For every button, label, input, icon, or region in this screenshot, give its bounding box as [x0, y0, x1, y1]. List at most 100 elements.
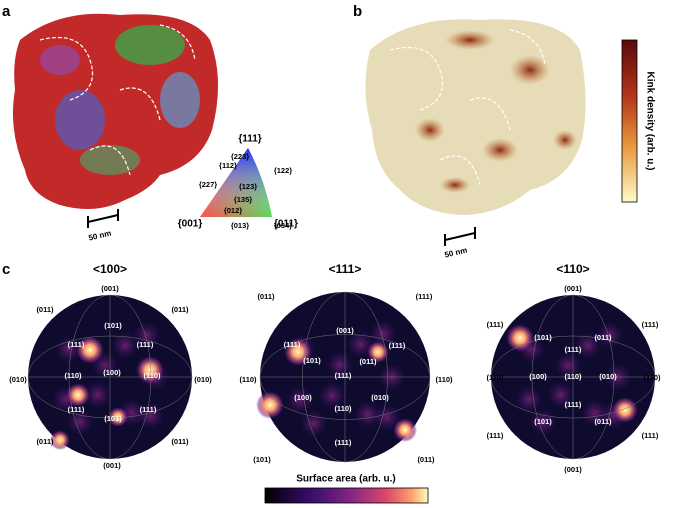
scale-label: 50 nm — [88, 229, 113, 243]
ipf-triangle — [200, 148, 272, 217]
pole-label: (011) — [594, 333, 612, 342]
pole-label: (001) — [564, 284, 582, 293]
pole-label: (111) — [137, 340, 154, 349]
scale-bar — [87, 209, 119, 228]
pole-label: (001) — [336, 326, 354, 335]
texture-patch — [65, 407, 94, 436]
texture-patch — [546, 380, 575, 409]
hot-spot — [506, 324, 534, 352]
pole-label: (010) — [9, 375, 27, 384]
hot-spot — [284, 338, 312, 366]
ipf-label: {123} — [239, 182, 257, 191]
texture-patch — [110, 331, 139, 360]
grid-line — [490, 335, 656, 419]
pole-label: (011) — [171, 437, 189, 446]
pole-label: (110) — [64, 371, 82, 380]
grid-line — [68, 294, 152, 460]
pole-label: (111) — [565, 345, 582, 354]
pole-label: (011) — [36, 305, 54, 314]
pole-label: (001) — [101, 284, 119, 293]
grid-line — [27, 335, 193, 419]
texture-patch — [373, 403, 402, 432]
pole-label: (010) — [371, 393, 389, 402]
texture-patch — [515, 385, 544, 414]
pole-label: (111) — [487, 320, 504, 329]
ipf-corner: {111} — [238, 134, 261, 145]
hot-spot — [612, 397, 638, 423]
pole-label: (100) — [103, 368, 121, 377]
pole-label: (101) — [104, 414, 122, 423]
pole-label: (101) — [253, 455, 271, 464]
pole-label: (011) — [36, 437, 54, 446]
hot-spot — [393, 418, 417, 442]
ipf-label: {227} — [199, 180, 217, 189]
texture-patch — [325, 351, 354, 380]
hot-spot — [50, 430, 70, 450]
pole-label: (111) — [416, 292, 433, 301]
pole-label: (110) — [239, 375, 257, 384]
ipf-corner: {001} — [178, 219, 203, 230]
colorbar — [264, 487, 429, 504]
pole-label: (111) — [642, 431, 659, 440]
ipf-label: {112} — [219, 161, 237, 170]
pole-label: (010) — [194, 375, 212, 384]
ipf-label: {135} — [234, 195, 252, 204]
pole-label: (111) — [642, 320, 659, 329]
texture-patch — [136, 401, 165, 430]
pole-label: (101) — [303, 356, 321, 365]
pole-label: (011) — [257, 292, 275, 301]
ipf-corner: {011} — [274, 219, 298, 230]
crystal-a — [12, 13, 219, 209]
colorbar-title: Surface area (arb. u.) — [296, 474, 395, 485]
grid-line — [259, 334, 431, 420]
panel-label: c — [2, 261, 10, 278]
texture-patch — [299, 409, 328, 438]
pole-label: (101) — [534, 333, 552, 342]
texture-patch — [285, 386, 314, 415]
pole-label: (111) — [565, 400, 582, 409]
colorbar-title: Kink density (arb. u.) — [644, 72, 655, 171]
pole-figure-title: <110> — [556, 262, 589, 276]
pole-label: (110) — [334, 404, 352, 413]
pole-label: (110) — [435, 375, 453, 384]
ipf-label: {012} — [224, 206, 242, 215]
hot-spot — [367, 341, 389, 363]
pole-label: (100) — [529, 372, 547, 381]
pole-label: (100) — [294, 393, 312, 402]
pole-label: (010) — [599, 372, 617, 381]
pole-label: (001) — [103, 461, 121, 470]
pole-label: (111) — [389, 341, 406, 350]
pole-label: (111) — [335, 371, 352, 380]
texture-patch — [573, 331, 602, 360]
texture-patch — [318, 381, 347, 410]
pole-label: (101) — [104, 321, 122, 330]
scale-bar — [444, 227, 476, 246]
pole-label: (011) — [417, 455, 435, 464]
panel-label: a — [2, 3, 11, 20]
pole-label: (111) — [284, 340, 301, 349]
scale-label: 50 nm — [444, 246, 469, 260]
hot-spot — [256, 391, 284, 419]
pole-label: (111) — [335, 438, 352, 447]
pole-label: (011) — [171, 305, 189, 314]
hot-spot — [76, 336, 104, 364]
crystal-b — [365, 19, 586, 215]
pole-label: (111) — [140, 405, 157, 414]
pole-label: (101) — [534, 417, 552, 426]
pole-label: (111) — [68, 405, 85, 414]
panel-label: b — [353, 3, 362, 20]
texture-patch — [83, 380, 112, 409]
pole-label: (011) — [594, 417, 612, 426]
pole-label: (110) — [643, 373, 661, 382]
texture-patch — [553, 351, 582, 380]
grid-line — [302, 291, 388, 463]
grid-line — [531, 294, 615, 460]
ipf-label: {034} — [274, 221, 292, 230]
pole-label: (011) — [359, 357, 377, 366]
ipf-label: {223} — [231, 152, 249, 161]
hot-spot — [66, 383, 90, 407]
pole-label: (110) — [564, 372, 582, 381]
texture-patch — [54, 335, 83, 364]
pole-label: (110) — [143, 371, 161, 380]
